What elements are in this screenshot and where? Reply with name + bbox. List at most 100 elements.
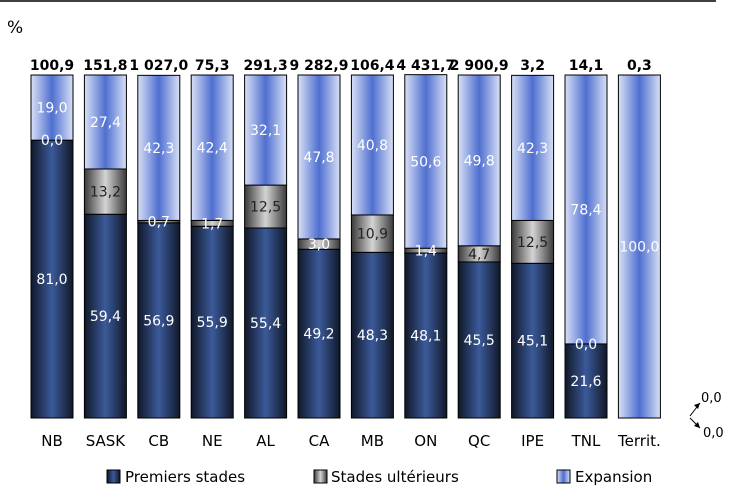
segment-label-al-stades-ulterieurs: 12,5 bbox=[250, 200, 281, 216]
bar-mb-premiers-stades bbox=[350, 251, 394, 419]
bar-ne-expansion bbox=[190, 74, 234, 221]
segment-label-ca-expansion: 47,8 bbox=[303, 150, 334, 166]
bar-al-premiers-stades bbox=[244, 227, 288, 419]
total-label-nb: 100,9 bbox=[30, 58, 74, 74]
segment-label-al-premiers-stades: 55,4 bbox=[250, 316, 281, 332]
bar-on-expansion bbox=[404, 74, 448, 249]
category-label-al: AL bbox=[256, 432, 275, 450]
segment-label-ca-premiers-stades: 49,2 bbox=[303, 327, 334, 343]
segment-label-cb-premiers-stades: 56,9 bbox=[143, 313, 174, 329]
total-labels-group: 100,9 151,8 1 027,0 75,3 291,3 9 282,9 106,4 4 … bbox=[30, 58, 652, 74]
segment-label-cb-stades-ulterieurs: 0,7 bbox=[148, 215, 170, 231]
segment-labels-group: 81,0 0,0 19,0 59,4 13,2 27,4 56,9 0,7 42,3 55,9 1,… bbox=[36, 101, 659, 390]
legend: Premiers stades Stades ultérieurs Expans… bbox=[106, 468, 652, 486]
segment-label-nb-stades-ulterieurs: 0,0 bbox=[41, 133, 63, 149]
category-label-sask: SASK bbox=[86, 432, 127, 450]
legend-label-premiers-stades: Premiers stades bbox=[125, 468, 245, 486]
segment-label-sask-premiers-stades: 59,4 bbox=[90, 309, 121, 325]
segment-label-ipe-expansion: 42,3 bbox=[517, 141, 548, 157]
segment-label-ne-stades-ulterieurs: 1,7 bbox=[201, 216, 223, 232]
side-arrow-up-head bbox=[694, 403, 700, 409]
bar-tnl-premiers-stades bbox=[564, 343, 608, 419]
bar-territ-expansion bbox=[617, 74, 661, 419]
unit-label: % bbox=[7, 18, 23, 38]
segment-label-sask-expansion: 27,4 bbox=[90, 115, 121, 131]
segment-label-cb-expansion: 42,3 bbox=[143, 141, 174, 157]
category-labels-group: NB SASK CB NE AL CA MB ON QC IPE TNL Territ. bbox=[41, 432, 661, 450]
segment-label-ca-stades-ulterieurs: 3,0 bbox=[308, 237, 330, 253]
total-label-on: 4 431,7 bbox=[396, 58, 455, 74]
bar-al-stades-ulterieurs bbox=[244, 184, 288, 229]
segment-label-territ-expansion: 100,0 bbox=[619, 240, 659, 256]
legend-swatch-expansion bbox=[556, 469, 571, 484]
category-label-on: ON bbox=[414, 432, 437, 450]
segment-label-mb-expansion: 40,8 bbox=[357, 138, 388, 154]
segment-label-ipe-premiers-stades: 45,1 bbox=[517, 334, 548, 350]
segment-label-ne-expansion: 42,4 bbox=[197, 141, 228, 157]
legend-item-premiers-stades: Premiers stades bbox=[106, 468, 245, 486]
total-label-territ: 0,3 bbox=[627, 58, 652, 74]
category-label-ne: NE bbox=[202, 432, 223, 450]
total-label-sask: 151,8 bbox=[83, 58, 127, 74]
side-annotations: 0,0 0,0 bbox=[689, 391, 724, 441]
segment-label-tnl-stades-ulterieurs: 0,0 bbox=[575, 337, 597, 353]
bar-qc-premiers-stades bbox=[457, 261, 501, 419]
category-label-mb: MB bbox=[361, 432, 384, 450]
segment-label-ne-premiers-stades: 55,9 bbox=[197, 315, 228, 331]
segment-label-ipe-stades-ulterieurs: 12,5 bbox=[517, 235, 548, 251]
segment-label-on-stades-ulterieurs: 1,4 bbox=[415, 244, 437, 260]
total-label-ne: 75,3 bbox=[195, 58, 230, 74]
total-label-ca: 9 282,9 bbox=[290, 58, 349, 74]
bar-mb-expansion bbox=[350, 74, 394, 216]
total-label-tnl: 14,1 bbox=[569, 58, 604, 74]
bar-nb-expansion bbox=[30, 74, 74, 141]
segment-label-qc-premiers-stades: 45,5 bbox=[464, 333, 495, 349]
category-label-cb: CB bbox=[148, 432, 169, 450]
segment-label-on-premiers-stades: 48,1 bbox=[410, 329, 441, 345]
total-label-mb: 106,4 bbox=[350, 58, 395, 74]
bar-tnl-expansion bbox=[564, 74, 608, 345]
bar-ipe-premiers-stades bbox=[511, 262, 555, 419]
legend-item-expansion: Expansion bbox=[556, 468, 652, 486]
segment-label-al-expansion: 32,1 bbox=[250, 123, 281, 139]
total-label-qc: 2 900,9 bbox=[450, 58, 509, 74]
bar-ipe-stades-ulterieurs bbox=[511, 219, 555, 264]
total-label-al: 291,3 bbox=[243, 58, 287, 74]
bar-cb-expansion bbox=[137, 74, 181, 221]
bar-ipe-expansion bbox=[511, 74, 555, 221]
bar-al-expansion bbox=[244, 74, 288, 186]
side-annotation-upper: 0,0 bbox=[701, 391, 722, 406]
legend-label-expansion: Expansion bbox=[575, 468, 652, 486]
total-label-ipe: 3,2 bbox=[520, 58, 545, 74]
category-label-tnl: TNL bbox=[571, 432, 601, 450]
segment-label-tnl-premiers-stades: 21,6 bbox=[570, 374, 601, 390]
legend-swatch-stades-ulterieurs bbox=[313, 469, 328, 484]
total-label-cb: 1 027,0 bbox=[129, 58, 188, 74]
bar-sask-stades-ulterieurs bbox=[83, 168, 127, 215]
legend-swatch-premiers-stades bbox=[106, 469, 121, 484]
bar-ca-expansion bbox=[297, 74, 341, 240]
segment-label-nb-expansion: 19,0 bbox=[36, 101, 67, 117]
bar-mb-stades-ulterieurs bbox=[350, 214, 394, 253]
category-label-nb: NB bbox=[41, 432, 63, 450]
bar-sask-expansion bbox=[83, 74, 127, 170]
segment-label-nb-premiers-stades: 81,0 bbox=[36, 272, 67, 288]
segment-label-qc-stades-ulterieurs: 4,7 bbox=[468, 247, 490, 263]
bar-cb-premiers-stades bbox=[137, 222, 181, 419]
segment-label-qc-expansion: 49,8 bbox=[464, 153, 495, 169]
bar-nb-premiers-stades bbox=[30, 139, 74, 419]
segment-label-sask-stades-ulterieurs: 13,2 bbox=[90, 185, 121, 201]
segment-label-tnl-expansion: 78,4 bbox=[570, 202, 601, 218]
category-label-ca: CA bbox=[309, 432, 330, 450]
bars-group bbox=[30, 74, 661, 419]
legend-label-stades-ulterieurs: Stades ultérieurs bbox=[331, 468, 459, 486]
segment-label-on-expansion: 50,6 bbox=[410, 154, 441, 170]
side-arrow-down-head bbox=[694, 422, 700, 428]
category-label-ipe: IPE bbox=[521, 432, 544, 450]
segment-label-mb-stades-ulterieurs: 10,9 bbox=[357, 227, 388, 243]
category-label-qc: QC bbox=[468, 432, 490, 450]
category-label-territ: Territ. bbox=[617, 432, 661, 450]
legend-item-stades-ulterieurs: Stades ultérieurs bbox=[313, 468, 459, 486]
bar-qc-expansion bbox=[457, 74, 501, 247]
side-annotation-lower: 0,0 bbox=[703, 426, 724, 441]
